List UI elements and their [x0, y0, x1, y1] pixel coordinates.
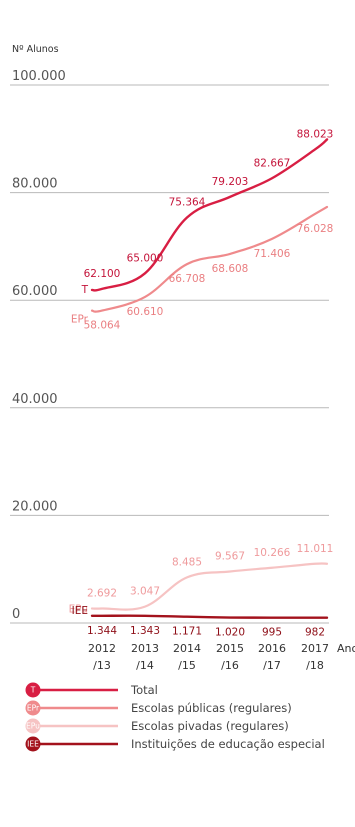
x-axis-label: Ano [337, 642, 355, 655]
y-tick-label: 40.000 [12, 392, 58, 407]
series-lines [90, 138, 329, 619]
data-label: 65.000 [127, 252, 164, 264]
series-line-epu [90, 562, 329, 611]
x-tick-label: 2015 [216, 642, 244, 655]
series-tag: EPu [69, 604, 88, 616]
y-ticks: 100.000 80.000 60.000 40.000 20.000 0 [12, 69, 66, 622]
legend-label: Escolas públicas (regulares) [131, 701, 292, 715]
x-tick-label: 2017 [301, 642, 329, 655]
legend-badge-label: EPr [27, 704, 40, 713]
legend-item: IEE Instituições de educação especial [25, 736, 325, 752]
legend-badge-label: IEE [27, 740, 39, 749]
y-tick-label: 0 [12, 607, 20, 622]
y-tick-label: 20.000 [12, 499, 58, 514]
data-label: 68.608 [212, 263, 249, 275]
data-label: 11.011 [297, 543, 334, 555]
legend-label: Escolas pivadas (regulares) [131, 719, 289, 733]
x-tick-label: /14 [136, 659, 154, 672]
data-label: 76.028 [297, 223, 334, 235]
legend-label: Total [130, 683, 158, 697]
x-tick-label: /13 [93, 659, 111, 672]
legend-badge [25, 736, 41, 752]
data-label: 79.203 [212, 176, 249, 188]
data-label: 8.485 [172, 556, 202, 568]
data-label: 88.023 [297, 128, 334, 140]
series-tag: IEE [72, 605, 88, 617]
y-tick-label: 60.000 [12, 284, 58, 299]
data-label: 9.567 [215, 551, 245, 563]
legend-badge [25, 718, 41, 734]
y-tick-label: 80.000 [12, 177, 58, 192]
series-line-iee [90, 614, 329, 619]
data-label: 75.364 [169, 197, 206, 209]
x-tick-label: 2013 [131, 642, 159, 655]
legend-label: Instituições de educação especial [131, 737, 325, 751]
data-label: 66.708 [169, 273, 206, 285]
data-label: 995 [262, 627, 282, 639]
data-label: 10.266 [254, 547, 291, 559]
x-tick-label: 2014 [173, 642, 201, 655]
legend-badge-label: EPu [26, 722, 40, 731]
grid [10, 84, 329, 624]
x-ticks: 2012/13 2013/14 2014/15 2015/16 2016/17 2017 /… [88, 642, 329, 672]
data-label: 58.064 [84, 320, 121, 332]
data-label: 71.406 [254, 248, 291, 260]
data-label: 1.343 [130, 625, 160, 637]
x-tick-label: /17 [263, 659, 281, 672]
x-tick-label: /18 [306, 659, 324, 672]
data-label: 62.100 [84, 268, 121, 280]
data-label: 1.344 [87, 625, 117, 637]
series-line-t [90, 138, 329, 292]
legend: T Total EPr Escolas públicas (regulares) EPu… [25, 682, 325, 752]
legend-item: EPr Escolas públicas (regulares) [25, 700, 292, 716]
legend-item: EPu Escolas pivadas (regulares) [25, 718, 289, 734]
data-label: 1.020 [215, 627, 245, 639]
legend-badge-label: T [30, 686, 36, 695]
data-label: 60.610 [127, 306, 164, 318]
x-tick-label: 2012 [88, 642, 116, 655]
data-label: 1.171 [172, 626, 202, 638]
legend-item: T Total [25, 682, 158, 698]
x-tick-label: 2016 [258, 642, 286, 655]
data-label: 982 [305, 627, 325, 639]
series-tag: T [81, 284, 89, 296]
data-labels: 2.692 3.047 8.485 9.567 10.266 11.011 EPu 1.344… [69, 128, 334, 638]
x-tick-label: /15 [178, 659, 196, 672]
data-label: 2.692 [87, 588, 117, 600]
data-label: 82.667 [254, 157, 291, 169]
legend-badge [25, 682, 41, 698]
y-axis-title: Nº Alunos [12, 44, 59, 55]
legend-badge [25, 700, 41, 716]
y-tick-label: 100.000 [12, 69, 66, 84]
data-label: 3.047 [130, 586, 160, 598]
x-tick-label: /16 [221, 659, 239, 672]
series-tag: EPr [71, 314, 89, 326]
series-line-epr [90, 205, 329, 313]
